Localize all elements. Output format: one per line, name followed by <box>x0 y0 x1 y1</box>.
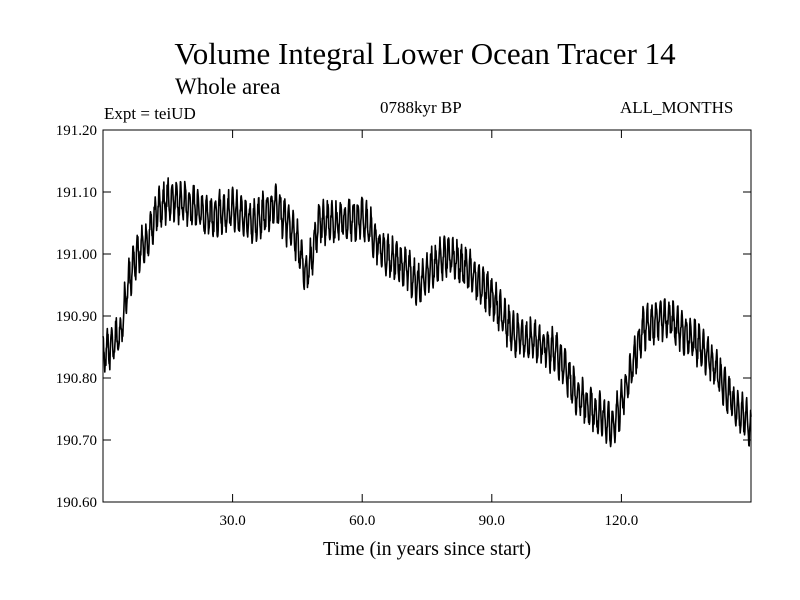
x-tick-label: 30.0 <box>219 513 245 529</box>
y-tick-label: 190.80 <box>56 371 97 387</box>
y-tick-label: 191.20 <box>56 123 97 139</box>
y-axis: 190.60 190.70 190.80 190.90 191.00 191.10 191.… <box>56 123 751 511</box>
x-axis: 30.0 60.0 90.0 120.0 <box>219 130 638 529</box>
y-tick-label: 190.60 <box>56 495 97 511</box>
x-tick-label: 60.0 <box>349 513 375 529</box>
x-axis-label: Time (in years since start) <box>323 538 531 560</box>
experiment-label: Expt = teiUD <box>104 104 196 123</box>
y-tick-label: 190.70 <box>56 433 97 449</box>
x-tick-label: 120.0 <box>605 513 639 529</box>
plot-frame <box>102 129 752 503</box>
y-tick-label: 191.00 <box>56 247 97 263</box>
period-label: 0788kyr BP <box>380 98 462 117</box>
months-label: ALL_MONTHS <box>620 98 734 117</box>
series-line <box>102 177 752 448</box>
y-tick-label: 190.90 <box>56 309 97 325</box>
x-tick-label: 90.0 <box>479 513 505 529</box>
y-tick-label: 191.10 <box>56 185 97 201</box>
chart-title: Volume Integral Lower Ocean Tracer 14 <box>174 36 676 71</box>
chart-subtitle: Whole area <box>175 74 281 99</box>
